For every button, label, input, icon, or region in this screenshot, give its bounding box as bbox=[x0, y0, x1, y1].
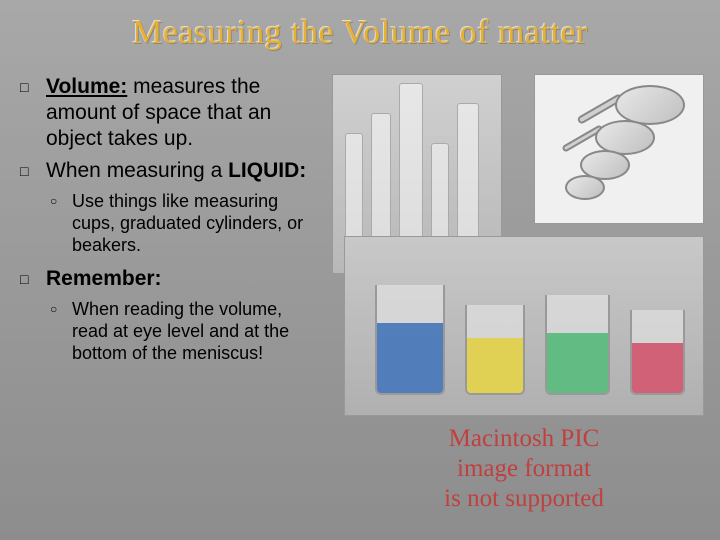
bullet-liquid: □ When measuring a LIQUID: bbox=[20, 158, 320, 184]
bullet-marker-icon: ○ bbox=[50, 298, 72, 364]
bullet-content: □ Volume: measures the amount of space t… bbox=[20, 74, 320, 374]
bullet-marker-icon: □ bbox=[20, 74, 46, 152]
bullet-text: Remember: bbox=[46, 266, 162, 292]
subbullet-meniscus: ○ When reading the volume, read at eye l… bbox=[50, 298, 320, 364]
bullet-marker-icon: □ bbox=[20, 158, 46, 184]
bullet-text: Volume: measures the amount of space tha… bbox=[46, 74, 320, 152]
placeholder-line: Macintosh PIC bbox=[344, 424, 704, 454]
bullet-remember: □ Remember: bbox=[20, 266, 320, 292]
term-volume: Volume: bbox=[46, 75, 127, 98]
image-beakers bbox=[344, 236, 704, 416]
bullet-volume-def: □ Volume: measures the amount of space t… bbox=[20, 74, 320, 152]
liquid-bold: LIQUID: bbox=[228, 159, 306, 182]
bullet-marker-icon: □ bbox=[20, 266, 46, 292]
slide-title: Measuring the Volume of matter bbox=[0, 0, 720, 62]
bullet-marker-icon: ○ bbox=[50, 190, 72, 256]
subbullet-text: When reading the volume, read at eye lev… bbox=[72, 298, 320, 364]
liquid-pre: When measuring a bbox=[46, 159, 228, 182]
image-measuring-cups bbox=[534, 74, 704, 224]
subbullet-tools: ○ Use things like measuring cups, gradua… bbox=[50, 190, 320, 256]
image-placeholder-unsupported: Macintosh PIC image format is not suppor… bbox=[344, 424, 704, 524]
placeholder-line: is not supported bbox=[344, 484, 704, 514]
bullet-text: When measuring a LIQUID: bbox=[46, 158, 306, 184]
subbullet-text: Use things like measuring cups, graduate… bbox=[72, 190, 320, 256]
placeholder-line: image format bbox=[344, 454, 704, 484]
